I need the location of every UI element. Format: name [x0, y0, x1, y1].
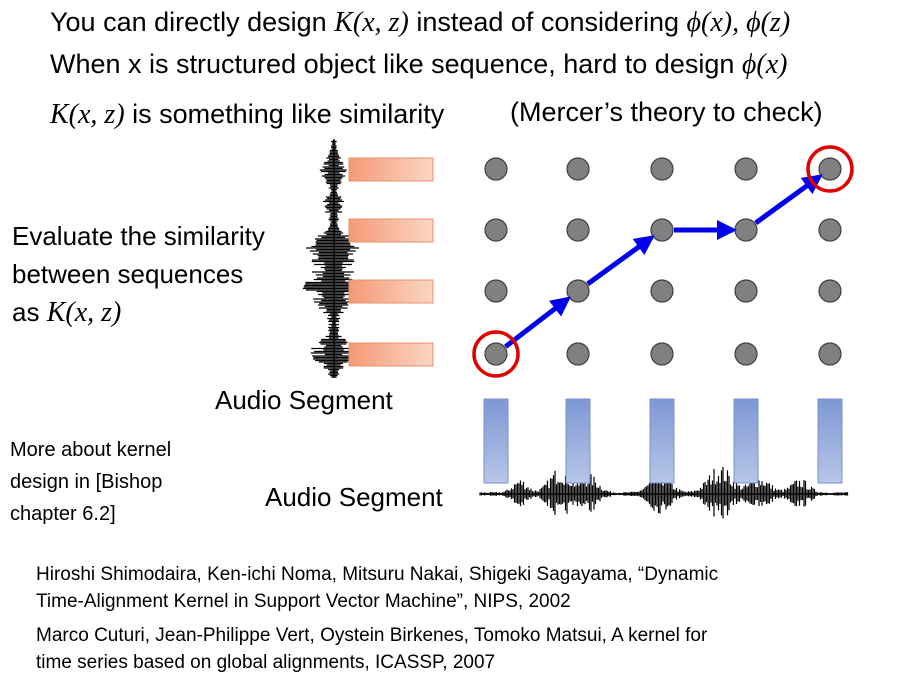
- kernel-expression-2: K(x, z): [50, 99, 125, 130]
- header-line-2-text-a: When x is structured object like sequenc…: [50, 49, 742, 79]
- vertical-audio-waveform: [302, 139, 362, 378]
- reference-1-line-1: Hiroshi Shimodaira, Ken-ichi Noma, Mitsu…: [36, 564, 719, 585]
- grid-node: [650, 279, 674, 303]
- mercer-note: (Mercer’s theory to check): [510, 97, 823, 127]
- audio-segment-label-vertical: Audio Segment: [215, 385, 393, 415]
- header-line-1-text-c: instead of considering: [408, 7, 687, 37]
- horizontal-segment-bar: [649, 398, 675, 484]
- kernel-expression-3: K(x, z): [46, 297, 122, 328]
- grid-node: [650, 157, 674, 181]
- path-arrow: [754, 174, 823, 225]
- header-line-3: K(x, z) is something like similarity: [50, 98, 444, 131]
- vertical-segment-bar: [348, 279, 434, 304]
- horizontal-segment-bar: [817, 398, 843, 484]
- grid-node: [484, 157, 508, 181]
- horizontal-audio-waveform: [479, 466, 849, 519]
- header-line-3-text-b: is something like similarity: [124, 99, 445, 129]
- note-line-1: More about kernel: [10, 439, 172, 461]
- horizontal-segment-bar: [483, 398, 509, 484]
- horizontal-segment-bar: [565, 398, 591, 484]
- grid-node: [818, 157, 842, 181]
- grid-node: [484, 342, 508, 366]
- grid-node: [818, 342, 842, 366]
- horizontal-segment-bar: [733, 398, 759, 484]
- evaluate-line-3: as K(x, z): [12, 296, 121, 329]
- grid-node: [734, 218, 758, 242]
- note-line-2: design in [Bishop: [10, 471, 163, 493]
- grid-node: [650, 218, 674, 242]
- reference-1-line-2: Time-Alignment Kernel in Support Vector …: [36, 591, 571, 612]
- header-line-2: When x is structured object like sequenc…: [50, 48, 787, 81]
- header-line-1-text-a: You can directly design: [50, 7, 335, 37]
- grid-node: [566, 157, 590, 181]
- vertical-audio-segments: [348, 157, 434, 367]
- feature-map-expression-2: ϕ(x): [741, 49, 788, 80]
- vertical-segment-bar: [348, 342, 434, 367]
- grid-node: [484, 279, 508, 303]
- highlight-circle: [806, 145, 854, 193]
- evaluate-line-3-text: as: [12, 297, 47, 327]
- grid-node: [734, 157, 758, 181]
- grid-node: [566, 218, 590, 242]
- grid-node: [566, 342, 590, 366]
- path-arrow: [503, 296, 571, 349]
- vertical-segment-bar: [348, 218, 434, 243]
- grid-node: [566, 279, 590, 303]
- grid-node: [734, 342, 758, 366]
- reference-2-line-2: time series based on global alignments, …: [36, 652, 496, 673]
- evaluate-line-1: Evaluate the similarity: [12, 221, 265, 251]
- note-line-3: chapter 6.2]: [10, 503, 116, 525]
- audio-segment-label-horizontal: Audio Segment: [265, 482, 443, 512]
- alignment-path: [503, 174, 823, 349]
- grid-node: [484, 218, 508, 242]
- alignment-grid: [484, 157, 842, 366]
- reference-2-line-1: Marco Cuturi, Jean-Philippe Vert, Oystei…: [36, 625, 708, 646]
- grid-node: [734, 279, 758, 303]
- horizontal-audio-segments: [483, 398, 843, 484]
- path-arrow: [586, 235, 655, 286]
- kernel-expression: K(x, z): [334, 7, 409, 38]
- vertical-segment-bar: [348, 157, 434, 182]
- grid-node: [650, 342, 674, 366]
- evaluate-line-2: between sequences: [12, 259, 244, 289]
- grid-node: [818, 279, 842, 303]
- grid-node: [818, 218, 842, 242]
- endpoint-highlights: [472, 145, 854, 378]
- header-line-1: You can directly design K(x, z) instead …: [50, 6, 790, 39]
- highlight-circle: [472, 330, 520, 378]
- feature-map-expression: ϕ(x), ϕ(z): [686, 7, 791, 38]
